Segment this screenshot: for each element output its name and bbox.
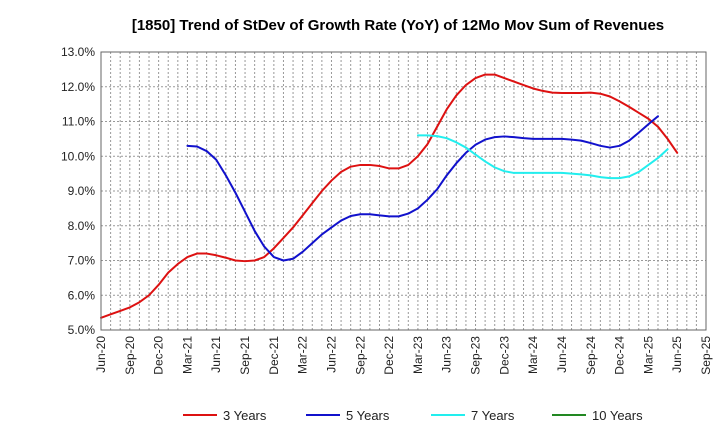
y-tick-label: 12.0% [61,80,95,94]
plot-area [101,52,706,330]
y-tick-label: 8.0% [68,219,96,233]
x-tick-label: Sep-25 [699,336,713,375]
x-tick-label: Sep-24 [584,336,598,375]
y-tick-label: 6.0% [68,288,96,302]
series-line-7-years [416,134,669,180]
x-tick-label: Dec-22 [382,336,396,375]
x-tick-label: Jun-21 [209,336,223,373]
legend-label: 5 Years [346,408,390,423]
legend-label: 10 Years [592,408,643,423]
x-tick-label: Jun-22 [324,336,338,373]
y-tick-label: 5.0% [68,323,96,337]
legend-label: 7 Years [471,408,515,423]
x-tick-label: Sep-22 [353,336,367,375]
x-tick-label: Sep-20 [123,336,137,375]
x-tick-label: Mar-21 [180,336,194,374]
legend: 3 Years 5 Years 7 Years 10 Years [183,408,643,423]
x-tick-label: Dec-23 [497,336,511,375]
legend-label: 3 Years [223,408,267,423]
y-tick-label: 9.0% [68,184,96,198]
series-lines [100,73,679,319]
x-axis-ticks: Jun-20 Sep-20 Dec-20 Mar-21 Jun-21 Sep-21 Dec-… [94,336,713,375]
series-line-3-years [100,73,679,319]
x-tick-label: Jun-25 [670,336,684,373]
x-tick-label: Sep-21 [238,336,252,375]
y-tick-label: 7.0% [68,254,96,268]
x-tick-label: Sep-23 [469,336,483,375]
x-tick-label: Mar-24 [526,336,540,374]
x-tick-label: Mar-22 [296,336,310,374]
y-axis-ticks: 5.0% 6.0% 7.0% 8.0% 9.0% 10.0% 11.0% 12.0% 13.0% [61,45,95,337]
x-tick-label: Dec-20 [152,336,166,375]
x-tick-label: Jun-20 [94,336,108,373]
x-tick-label: Mar-23 [411,336,425,374]
x-tick-label: Mar-25 [641,336,655,374]
x-tick-label: Jun-24 [555,336,569,373]
x-tick-label: Jun-23 [440,336,454,373]
x-tick-label: Dec-24 [613,336,627,375]
chart-title: [1850] Trend of StDev of Growth Rate (Yo… [132,17,664,34]
plot-border [100,51,707,331]
y-tick-label: 13.0% [61,45,95,59]
x-tick-label: Dec-21 [267,336,281,375]
y-tick-label: 11.0% [62,115,95,129]
y-tick-label: 10.0% [61,149,95,163]
series-line-5-years [186,115,659,262]
